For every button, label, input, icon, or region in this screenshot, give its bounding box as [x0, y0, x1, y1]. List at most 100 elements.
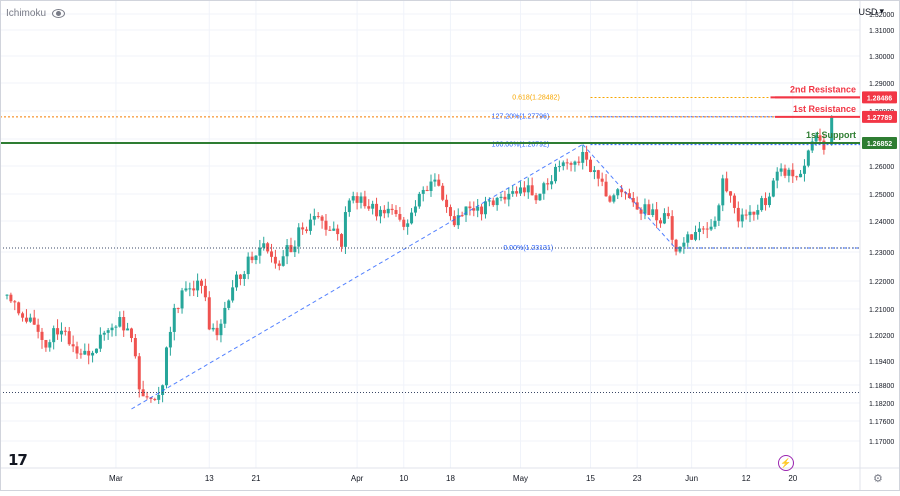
candle-body	[526, 185, 530, 193]
candle-body	[305, 229, 309, 231]
y-tick-label: 1.32000	[869, 12, 894, 19]
x-tick-label: Apr	[351, 474, 364, 483]
candle-body	[17, 302, 21, 314]
candle-body	[157, 394, 161, 400]
candle-body	[250, 256, 254, 261]
gear-icon[interactable]: ⚙	[873, 473, 883, 485]
indicator-legend[interactable]: Ichimoku	[6, 8, 66, 19]
candle-body	[530, 185, 534, 196]
x-tick-label: 21	[252, 474, 261, 483]
price-tag	[862, 136, 897, 149]
candle-body	[270, 251, 274, 257]
x-tick-label: 20	[788, 474, 797, 483]
y-tick-label: 1.31000	[869, 28, 894, 35]
candle-body	[102, 332, 106, 335]
candle-body	[44, 339, 48, 348]
level-label: 2nd Resistance	[790, 84, 856, 94]
candle-body	[779, 168, 783, 172]
candle-body	[238, 274, 242, 279]
candle-body	[550, 181, 554, 185]
candle-body	[110, 327, 114, 331]
candle-body	[336, 228, 340, 235]
candle-body	[13, 301, 17, 303]
candle-body	[355, 196, 359, 203]
candle-body	[56, 328, 60, 335]
candle-body	[542, 183, 546, 194]
candle-body	[612, 195, 616, 202]
y-tick-label: 1.21000	[869, 307, 894, 314]
candle-body	[647, 204, 651, 216]
candle-body	[421, 189, 425, 194]
y-tick-label: 1.17000	[869, 439, 894, 446]
candle-body	[713, 220, 717, 227]
eye-icon[interactable]	[52, 9, 66, 18]
candle-body	[242, 274, 246, 279]
candle-body	[36, 324, 40, 332]
y-tick-label: 1.18200	[869, 401, 894, 408]
candle-body	[340, 234, 344, 247]
candle-body	[499, 196, 503, 198]
candle-body	[114, 326, 118, 328]
lightning-icon[interactable]: ⚡	[778, 455, 794, 471]
candle-body	[254, 255, 258, 261]
candle-body	[818, 135, 822, 141]
candle-body	[91, 352, 95, 356]
candle-body	[71, 344, 75, 347]
candle-body	[106, 330, 110, 333]
candle-body	[452, 216, 456, 226]
candle-body	[122, 317, 126, 331]
candle-body	[324, 220, 328, 230]
candle-body	[227, 300, 231, 308]
candle-body	[398, 214, 402, 220]
candle-body	[631, 198, 635, 203]
candle-body	[725, 178, 729, 192]
candle-body	[118, 317, 122, 327]
candle-body	[655, 209, 659, 221]
candle-body	[608, 196, 612, 202]
candle-body	[417, 193, 421, 207]
candle-body	[328, 229, 332, 231]
candle-body	[697, 228, 701, 232]
y-tick-label: 1.26000	[869, 164, 894, 171]
candle-body	[627, 193, 631, 199]
candle-body	[429, 181, 433, 191]
candle-body	[515, 191, 519, 194]
candle-body	[87, 350, 91, 356]
candle-body	[538, 193, 542, 201]
candle-body	[464, 206, 468, 216]
candle-body	[662, 213, 666, 224]
candle-body	[507, 193, 511, 200]
currency-selector[interactable]: USD ▾	[858, 6, 884, 17]
candle-body	[351, 196, 355, 201]
candle-body	[235, 274, 239, 288]
candle-body	[760, 198, 764, 211]
candle-body	[491, 200, 495, 206]
candle-body	[721, 178, 725, 206]
fib-label: 100.00%(1.26792)	[492, 142, 550, 149]
candle-body	[266, 243, 270, 252]
candle-body	[441, 185, 445, 200]
candle-body	[203, 285, 207, 298]
y-tick-label: 1.17600	[869, 419, 894, 426]
candle-body	[522, 187, 526, 193]
candle-body	[814, 135, 818, 142]
candle-body	[285, 245, 289, 257]
candle-body	[394, 210, 398, 215]
candle-body	[686, 234, 690, 243]
fib-label: 0.618(1.28482)	[512, 95, 559, 102]
tradingview-logo[interactable]: 17	[8, 451, 28, 469]
candle-body	[63, 330, 67, 332]
candle-body	[94, 348, 98, 353]
candle-body	[149, 397, 153, 399]
y-tick-label: 1.24000	[869, 219, 894, 226]
candle-body	[59, 330, 63, 335]
candle-body	[581, 151, 585, 163]
candle-body	[487, 200, 491, 202]
y-tick-label: 1.20200	[869, 333, 894, 340]
price-tag-label: 1.26852	[867, 141, 892, 148]
candle-body	[406, 223, 410, 227]
candle-body	[448, 207, 452, 217]
candle-body	[736, 207, 740, 222]
